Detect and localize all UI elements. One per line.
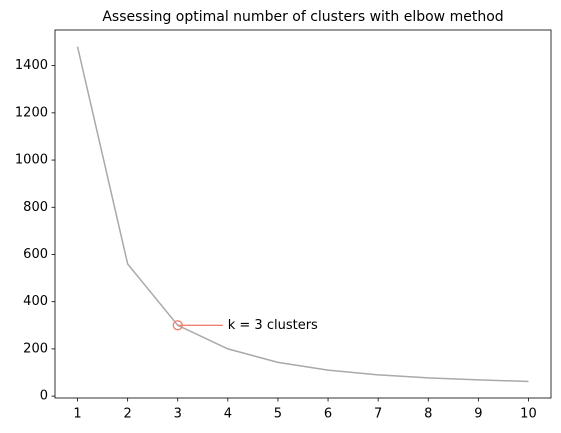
x-tick-label: 10 [520,407,537,422]
y-tick-label: 200 [23,341,48,356]
x-tick-label: 8 [424,407,432,422]
y-tick-label: 400 [23,294,48,309]
x-tick-label: 2 [124,407,132,422]
x-tick-label: 1 [73,407,81,422]
x-tick-label: 9 [474,407,482,422]
highlight-marker [172,320,183,331]
chart-title: Assessing optimal number of clusters wit… [102,9,503,25]
line [76,46,529,383]
x-tick-label: 5 [274,407,282,422]
y-tick-label: 1000 [15,153,48,168]
annotation-text: k = 3 clusters [228,318,318,333]
x-tick-label: 7 [374,407,382,422]
x-tick-label: 3 [174,407,182,422]
y-tick-label: 0 [40,389,48,404]
x-tick-label: 4 [224,407,232,422]
y-tick-label: 1200 [15,105,48,120]
y-tick-label: 1400 [15,58,48,73]
y-tick-label: 800 [23,200,48,215]
y-tick-label: 600 [23,247,48,262]
plot-frame [54,29,552,399]
x-tick-label: 6 [324,407,332,422]
